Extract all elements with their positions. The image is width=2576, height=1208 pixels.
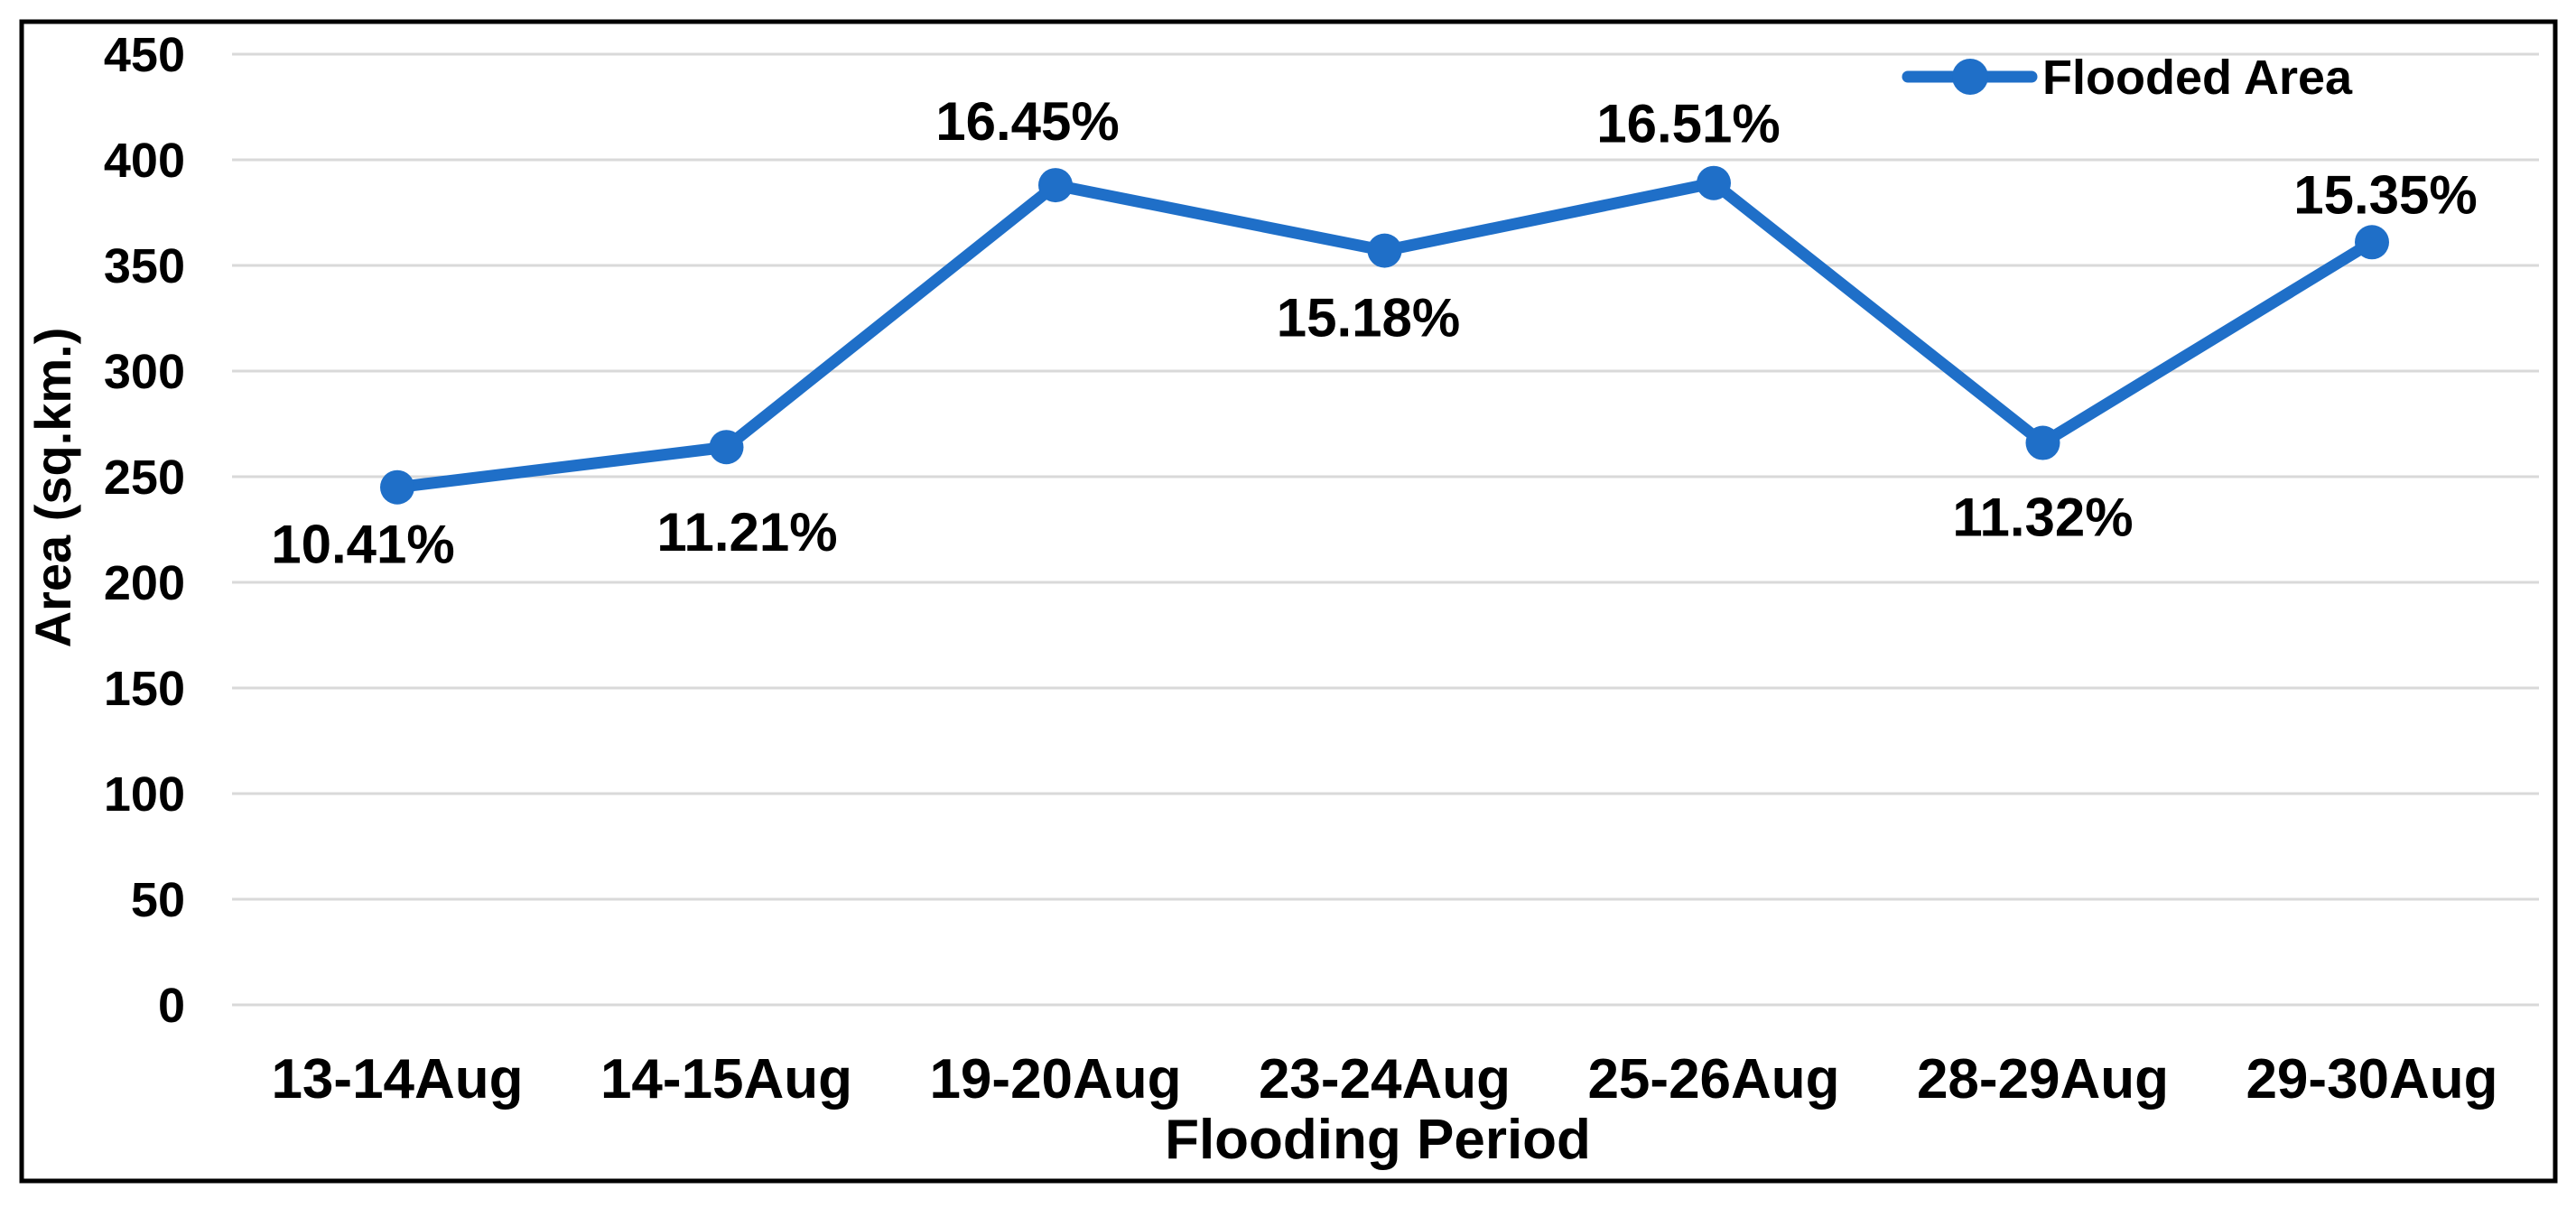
x-tick-label-19-20Aug: 19-20Aug: [929, 1048, 1181, 1110]
data-point-marker-14-15Aug: [709, 430, 744, 465]
point-label-15.18%: 15.18%: [1277, 288, 1461, 348]
x-tick-label-29-30Aug: 29-30Aug: [2246, 1048, 2497, 1110]
data-point-marker-25-26Aug: [1697, 165, 1731, 200]
x-tick-label-25-26Aug: 25-26Aug: [1587, 1048, 1839, 1110]
y-tick-label-300: 300: [104, 345, 185, 399]
data-point-labels: 10.41% 11.21% 16.45% 15.18% 16.51% 11.32% 15.3…: [271, 91, 2478, 575]
chart-outer-border: [19, 19, 2558, 1184]
point-label-11.21%: 11.21%: [656, 502, 837, 562]
legend-marker-icon: [1952, 59, 1988, 95]
y-tick-label-350: 350: [104, 239, 185, 293]
x-axis-title: Flooding Period: [1165, 1109, 1591, 1171]
point-label-10.41%: 10.41%: [271, 515, 455, 575]
y-tick-label-400: 400: [104, 134, 185, 188]
y-tick-label-50: 50: [131, 873, 185, 927]
point-label-15.35%: 15.35%: [2293, 164, 2478, 225]
y-tick-label-250: 250: [104, 451, 185, 505]
data-point-marker-13-14Aug: [380, 469, 414, 505]
y-tick-label-200: 200: [104, 556, 185, 610]
legend: Flooded Area: [1902, 51, 2353, 105]
gridlines-group: [232, 52, 2539, 1007]
x-tick-label-13-14Aug: 13-14Aug: [271, 1048, 523, 1110]
y-tick-label-150: 150: [104, 662, 185, 716]
x-tick-label-28-29Aug: 28-29Aug: [1917, 1048, 2169, 1110]
data-point-marker-29-30Aug: [2355, 225, 2389, 260]
y-tick-label-450: 450: [104, 28, 185, 82]
x-tick-label-23-24Aug: 23-24Aug: [1259, 1048, 1511, 1110]
x-tick-label-14-15Aug: 14-15Aug: [600, 1048, 852, 1110]
y-axis-title: Area (sq.km.): [24, 328, 81, 648]
data-point-marker-19-20Aug: [1038, 168, 1073, 203]
point-label-11.32%: 11.32%: [1952, 488, 2133, 548]
y-axis-tick-labels: 0 50 100 150 200 250 300 350 400 450: [104, 28, 185, 1033]
data-point-marker-23-24Aug: [1367, 233, 1402, 268]
data-point-marker-28-29Aug: [2025, 425, 2060, 460]
flooded-area-series: [380, 165, 2389, 505]
y-tick-label-0: 0: [158, 979, 185, 1033]
x-axis-tick-labels: 13-14Aug 14-15Aug 19-20Aug 23-24Aug 25-26Aug…: [271, 1048, 2497, 1110]
point-label-16.45%: 16.45%: [935, 91, 1120, 152]
y-tick-label-100: 100: [104, 767, 185, 822]
legend-label: Flooded Area: [2042, 51, 2353, 105]
point-label-16.51%: 16.51%: [1596, 94, 1781, 154]
